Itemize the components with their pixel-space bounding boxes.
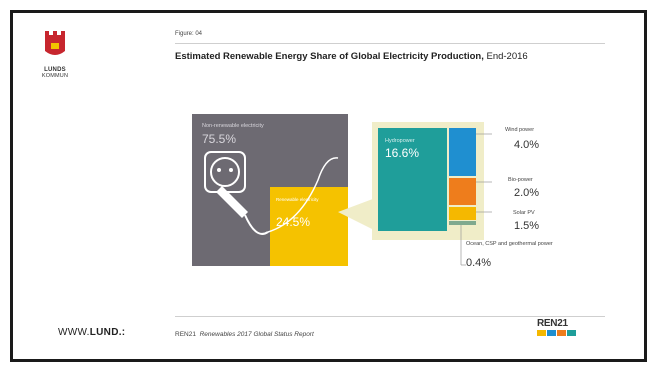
logo-line2: KOMMUN <box>41 73 69 79</box>
bio-block <box>449 178 476 205</box>
wind-label: 4.0% <box>514 139 539 151</box>
top-divider <box>175 43 605 44</box>
ren21-logo: REN21 <box>537 318 576 336</box>
ren21-color-squares <box>537 330 576 336</box>
chart-title-suffix: End-2016 <box>483 51 528 62</box>
ocean-block <box>449 221 476 225</box>
website-link[interactable]: WWW.LUND.: <box>58 327 125 338</box>
bio-name: Bio-power <box>508 177 533 183</box>
ren21-square-teal <box>567 330 576 336</box>
hydropower-name: Hydropower <box>385 138 415 144</box>
source-publication: Renewables 2017 Global Status Report <box>199 331 314 338</box>
solar-block <box>449 207 476 220</box>
wind-block <box>449 128 476 176</box>
source-citation: REN21 Renewables 2017 Global Status Repo… <box>175 331 314 338</box>
ocean-name: Ocean, CSP and geothermal power <box>466 241 553 247</box>
bio-label: 2.0% <box>514 187 539 199</box>
renewable-name: Renewable electricity <box>276 197 319 202</box>
solar-name: Solar PV <box>513 210 535 216</box>
lunds-kommun-crest-icon <box>45 31 65 55</box>
logo-line1: LUNDS <box>44 67 66 73</box>
hydropower-label: 16.6% <box>385 146 419 160</box>
source-org: REN21 <box>175 331 196 338</box>
solar-label: 1.5% <box>514 220 539 232</box>
chart-title-main: Estimated Renewable Energy Share of Glob… <box>175 51 484 62</box>
ren21-logo-text: REN21 <box>537 318 568 329</box>
plug-icon <box>204 151 339 235</box>
ocean-label: 0.4% <box>466 257 491 269</box>
ren21-square-blue <box>547 330 556 336</box>
zoom-connector <box>338 197 378 232</box>
website-domain: LUND.: <box>89 327 126 338</box>
figure-label: Figure: 04 <box>175 31 203 37</box>
ren21-square-orange <box>557 330 566 336</box>
bottom-divider <box>175 316 605 317</box>
slide-frame <box>10 10 647 362</box>
logo-caption: LUNDS KOMMUN <box>38 67 72 79</box>
hydropower-block <box>378 128 447 231</box>
nonrenewable-label: 75.5% <box>202 132 236 146</box>
nonrenewable-name: Non-renewable electricity <box>202 123 264 129</box>
renewable-block <box>270 187 348 266</box>
chart-title: Estimated Renewable Energy Share of Glob… <box>175 51 528 62</box>
renewable-label: 24.5% <box>276 215 310 229</box>
wind-name: Wind power <box>505 127 534 133</box>
website-prefix: WWW. <box>58 327 90 338</box>
ren21-square-yellow <box>537 330 546 336</box>
